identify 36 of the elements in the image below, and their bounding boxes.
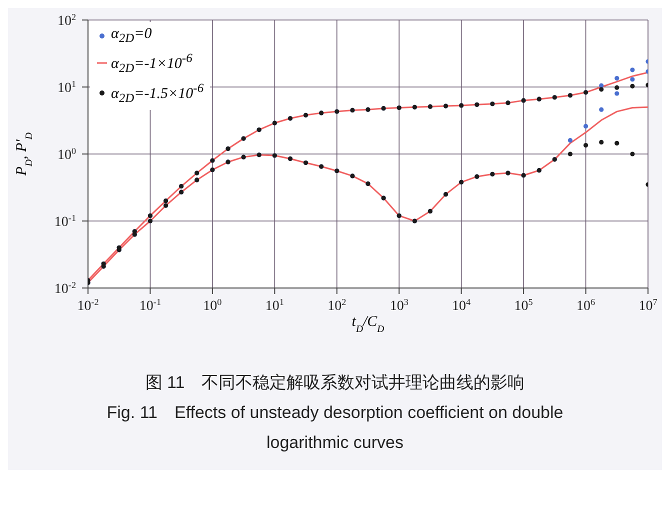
point — [614, 140, 620, 146]
y-tick-label: 10$^{-1}$ — [54, 213, 76, 230]
legend-label: α$_{2D}$=0 — [111, 25, 152, 47]
point — [614, 91, 620, 96]
point — [614, 76, 620, 81]
point — [568, 138, 573, 143]
caption: 图 11 不同不稳定解吸系数对试井理论曲线的影响 — [144, 372, 526, 394]
x-tick-label: 10$^{4}$ — [452, 297, 472, 314]
point — [630, 68, 635, 72]
x-tick-label: 10$^{2}$ — [328, 297, 347, 314]
x-tick-label: 10$^{3}$ — [390, 297, 409, 314]
point — [614, 85, 620, 90]
x-tick-label: 10$^{-1}$ — [139, 297, 162, 314]
y-tick-label: 10$^{0}$ — [57, 146, 76, 163]
caption: Fig. 11 Effects of unsteady desorption coefficient on double logarithmic curves — [106, 402, 564, 454]
point — [630, 152, 635, 156]
legend-label: α$_{2D}$=-1×10$^{-6}$ — [111, 50, 192, 77]
point — [568, 152, 573, 156]
x-tick-label: 10$^{1}$ — [265, 297, 284, 314]
x-tick-label: 10$^{5}$ — [514, 297, 534, 314]
point — [599, 107, 604, 112]
point — [630, 84, 635, 88]
x-axis-title: t$_{D}$/C$_{D}$ — [352, 314, 384, 334]
point — [583, 124, 588, 128]
point — [599, 87, 604, 92]
point — [630, 77, 635, 82]
x-tick-label: 10$^{6}$ — [576, 297, 596, 314]
y-tick-label: 10$^{2}$ — [57, 12, 76, 29]
point — [599, 140, 604, 144]
legend-label: α$_{2D}$=-1.5×10$^{-6}$ — [111, 80, 204, 107]
point — [583, 142, 588, 148]
y-tick-label: 10$^{-2}$ — [54, 280, 76, 297]
x-tick-label: 10$^{-2}$ — [77, 297, 100, 314]
y-tick-label: 10$^{1}$ — [57, 79, 76, 96]
x-tick-label: 10$^{0}$ — [203, 297, 222, 314]
x-tick-label: 10$^{7}$ — [638, 297, 658, 314]
